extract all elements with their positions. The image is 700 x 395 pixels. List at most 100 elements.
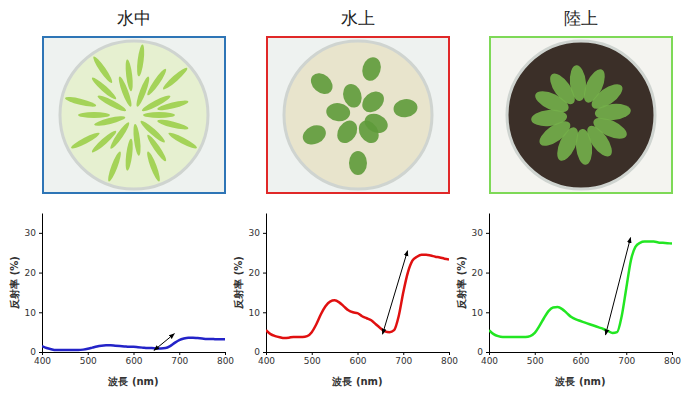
y-tick: 20 (25, 268, 42, 278)
y-tick: 10 (472, 308, 489, 318)
x-tick: 400 (34, 352, 51, 366)
leaf (124, 59, 134, 91)
x-axis: 400 500 600 700 800 (258, 352, 458, 366)
panel: 水上4005006007008000102030波長 (nm)反射率 (%) (233, 8, 458, 387)
x-tick-label: 800 (664, 356, 681, 366)
panel-title: 陸上 (564, 8, 598, 28)
x-tick-mark (179, 352, 180, 355)
y-tick: 20 (472, 268, 489, 278)
leaf (136, 44, 146, 76)
y-tick-mark (486, 352, 489, 353)
x-tick-label: 400 (481, 356, 498, 366)
photo (43, 37, 225, 193)
x-tick-mark (403, 352, 404, 355)
leaf (392, 98, 418, 119)
leaf (70, 130, 101, 150)
reflectance-line (42, 338, 225, 350)
x-tick-mark (672, 352, 673, 355)
x-tick-label: 700 (395, 356, 412, 366)
leaf (358, 87, 388, 116)
panel: 水中4005006007008000102030波長 (nm)反射率 (%) (9, 8, 234, 387)
x-tick-label: 500 (304, 356, 321, 366)
x-tick-mark (225, 352, 226, 355)
leaf (145, 150, 162, 182)
x-tick: 800 (217, 352, 234, 366)
x-tick-label: 700 (171, 356, 188, 366)
leaf (143, 112, 175, 118)
x-tick: 700 (618, 352, 635, 366)
leaf (161, 66, 189, 92)
arrow (606, 238, 631, 335)
plot-area (42, 338, 225, 350)
dish (60, 41, 208, 189)
y-tick-label: 10 (472, 308, 484, 318)
x-tick-mark (358, 352, 359, 355)
x-axis-title: 波長 (nm) (554, 376, 605, 387)
leaf (78, 112, 110, 118)
leaf (90, 129, 118, 155)
x-tick-label: 400 (34, 356, 51, 366)
x-tick: 800 (441, 352, 458, 366)
x-tick: 600 (349, 352, 366, 366)
y-tick-mark (39, 233, 42, 234)
plot-area (266, 255, 449, 338)
leaf (141, 93, 172, 113)
x-tick-mark (449, 352, 450, 355)
leaf (91, 55, 114, 85)
y-tick-label: 10 (25, 308, 37, 318)
x-tick: 400 (481, 352, 498, 366)
arrow (383, 251, 408, 334)
y-tick: 0 (477, 347, 489, 357)
leaf (90, 76, 118, 102)
dish (284, 41, 432, 189)
x-axis: 400 500 600 700 800 (481, 352, 681, 366)
x-tick-mark (626, 352, 627, 355)
x-tick: 600 (572, 352, 589, 366)
x-tick-label: 400 (258, 356, 275, 366)
reflectance-line (266, 255, 449, 338)
x-tick-mark (535, 352, 536, 355)
panel-title: 水上 (341, 8, 375, 28)
leaf (362, 110, 391, 136)
photo-frame (267, 37, 449, 193)
y-tick-mark (39, 352, 42, 353)
y-tick-mark (263, 233, 266, 234)
y-tick-mark (39, 312, 42, 313)
x-axis-title: 波長 (nm) (107, 376, 158, 387)
y-tick-label: 20 (25, 268, 37, 278)
leaf (157, 118, 190, 131)
y-tick-mark (263, 273, 266, 274)
leaf (360, 55, 384, 83)
leaf (64, 95, 97, 108)
y-tick: 30 (472, 228, 489, 238)
y-tick-label: 20 (249, 268, 261, 278)
dish (507, 41, 655, 189)
photo-frame (490, 37, 672, 193)
x-tick-mark (312, 352, 313, 355)
y-tick: 10 (249, 308, 266, 318)
leaf (340, 82, 364, 110)
arrow (154, 334, 174, 351)
x-tick-label: 500 (527, 356, 544, 366)
leaf (300, 122, 329, 148)
x-axis-title: 波長 (nm) (331, 376, 382, 387)
y-axis-title: 反射率 (%) (9, 256, 20, 310)
y-axis: 0 10 20 30 (249, 214, 267, 358)
photo (490, 37, 672, 193)
y-tick-label: 30 (472, 228, 484, 238)
x-axis: 400500600700800 (34, 352, 234, 366)
leaf (574, 128, 593, 165)
y-tick: 20 (249, 268, 266, 278)
leaf (307, 69, 337, 98)
x-tick: 600 (125, 352, 142, 366)
y-tick-mark (263, 312, 266, 313)
y-tick-label: 30 (249, 228, 261, 238)
y-tick-mark (486, 312, 489, 313)
x-tick-label: 600 (125, 356, 142, 366)
y-tick: 30 (25, 228, 42, 238)
y-tick: 0 (30, 347, 42, 357)
plot-area (489, 242, 672, 337)
y-tick-label: 0 (254, 347, 260, 357)
leaf (349, 151, 367, 175)
y-axis: 0 10 20 30 (25, 214, 43, 358)
